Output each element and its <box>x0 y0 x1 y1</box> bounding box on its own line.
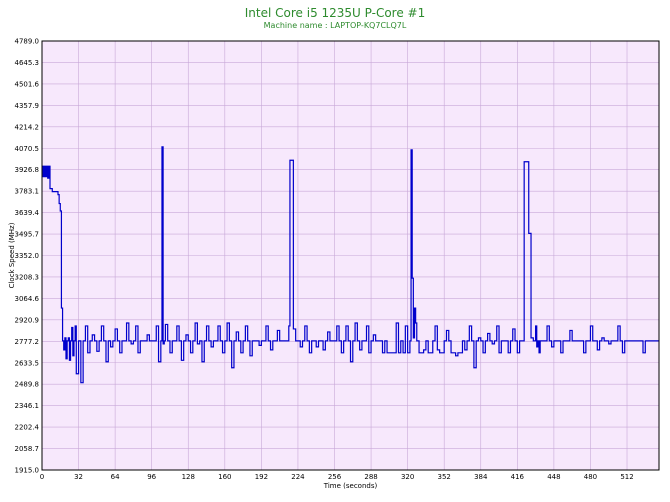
y-tick-labels: 4789.0 4645.3 4501.6 4357.9 4214.2 4070.5 3926… <box>15 38 40 475</box>
y-tick-label: 3352.0 <box>15 252 40 260</box>
y-tick-label: 3064.6 <box>15 295 40 303</box>
y-tick-label: 2202.4 <box>15 424 40 432</box>
x-tick-label: 0 <box>40 473 44 481</box>
y-tick-label: 3639.4 <box>15 209 40 217</box>
x-tick-label: 96 <box>147 473 156 481</box>
y-tick-label: 3783.1 <box>15 188 40 196</box>
x-tick-labels: 0 32 64 96 128 160 192 224 256 288 320 352 384 416 448… <box>40 473 634 481</box>
x-tick-label: 224 <box>291 473 305 481</box>
x-tick-label: 320 <box>401 473 414 481</box>
y-tick-label: 4357.9 <box>15 102 40 110</box>
y-tick-label: 2489.8 <box>15 381 40 389</box>
y-tick-label: 3926.8 <box>15 166 40 174</box>
x-tick-label: 352 <box>438 473 451 481</box>
x-tick-label: 256 <box>328 473 342 481</box>
y-tick-label: 4789.0 <box>15 38 40 46</box>
y-axis-label: Clock Speed (MHz) <box>8 222 16 288</box>
x-tick-label: 160 <box>218 473 231 481</box>
y-tick-label: 2633.5 <box>15 359 40 367</box>
x-tick-label: 480 <box>584 473 597 481</box>
y-tick-label: 4645.3 <box>15 59 40 67</box>
x-tick-label: 64 <box>111 473 120 481</box>
y-tick-label: 2920.9 <box>15 316 40 324</box>
y-tick-label: 3208.3 <box>15 273 40 281</box>
y-tick-label: 3495.7 <box>15 231 40 239</box>
plot-border <box>41 40 660 471</box>
x-tick-label: 32 <box>74 473 83 481</box>
y-tick-label: 2777.2 <box>15 338 40 346</box>
y-tick-label: 1915.0 <box>15 467 40 475</box>
y-tick-label: 2346.1 <box>15 402 40 410</box>
y-tick-label: 4214.2 <box>15 123 40 131</box>
y-tick-label: 4501.6 <box>15 80 40 88</box>
x-tick-label: 416 <box>511 473 525 481</box>
x-axis-label: Time (seconds) <box>323 482 378 490</box>
series-line-clock-speed <box>42 146 659 384</box>
x-tick-label: 384 <box>474 473 488 481</box>
chart-subtitle: Machine name : LAPTOP-KQ7CLQ7L <box>263 21 407 30</box>
x-tick-label: 448 <box>547 473 560 481</box>
x-tick-label: 512 <box>620 473 633 481</box>
y-tick-label: 4070.5 <box>15 145 40 153</box>
y-tick-label: 2058.7 <box>15 445 40 453</box>
x-tick-label: 192 <box>255 473 268 481</box>
chart-title: Intel Core i5 1235U P-Core #1 <box>244 6 426 20</box>
x-tick-label: 288 <box>364 473 377 481</box>
grid-lines <box>41 40 659 471</box>
x-tick-label: 128 <box>182 473 195 481</box>
